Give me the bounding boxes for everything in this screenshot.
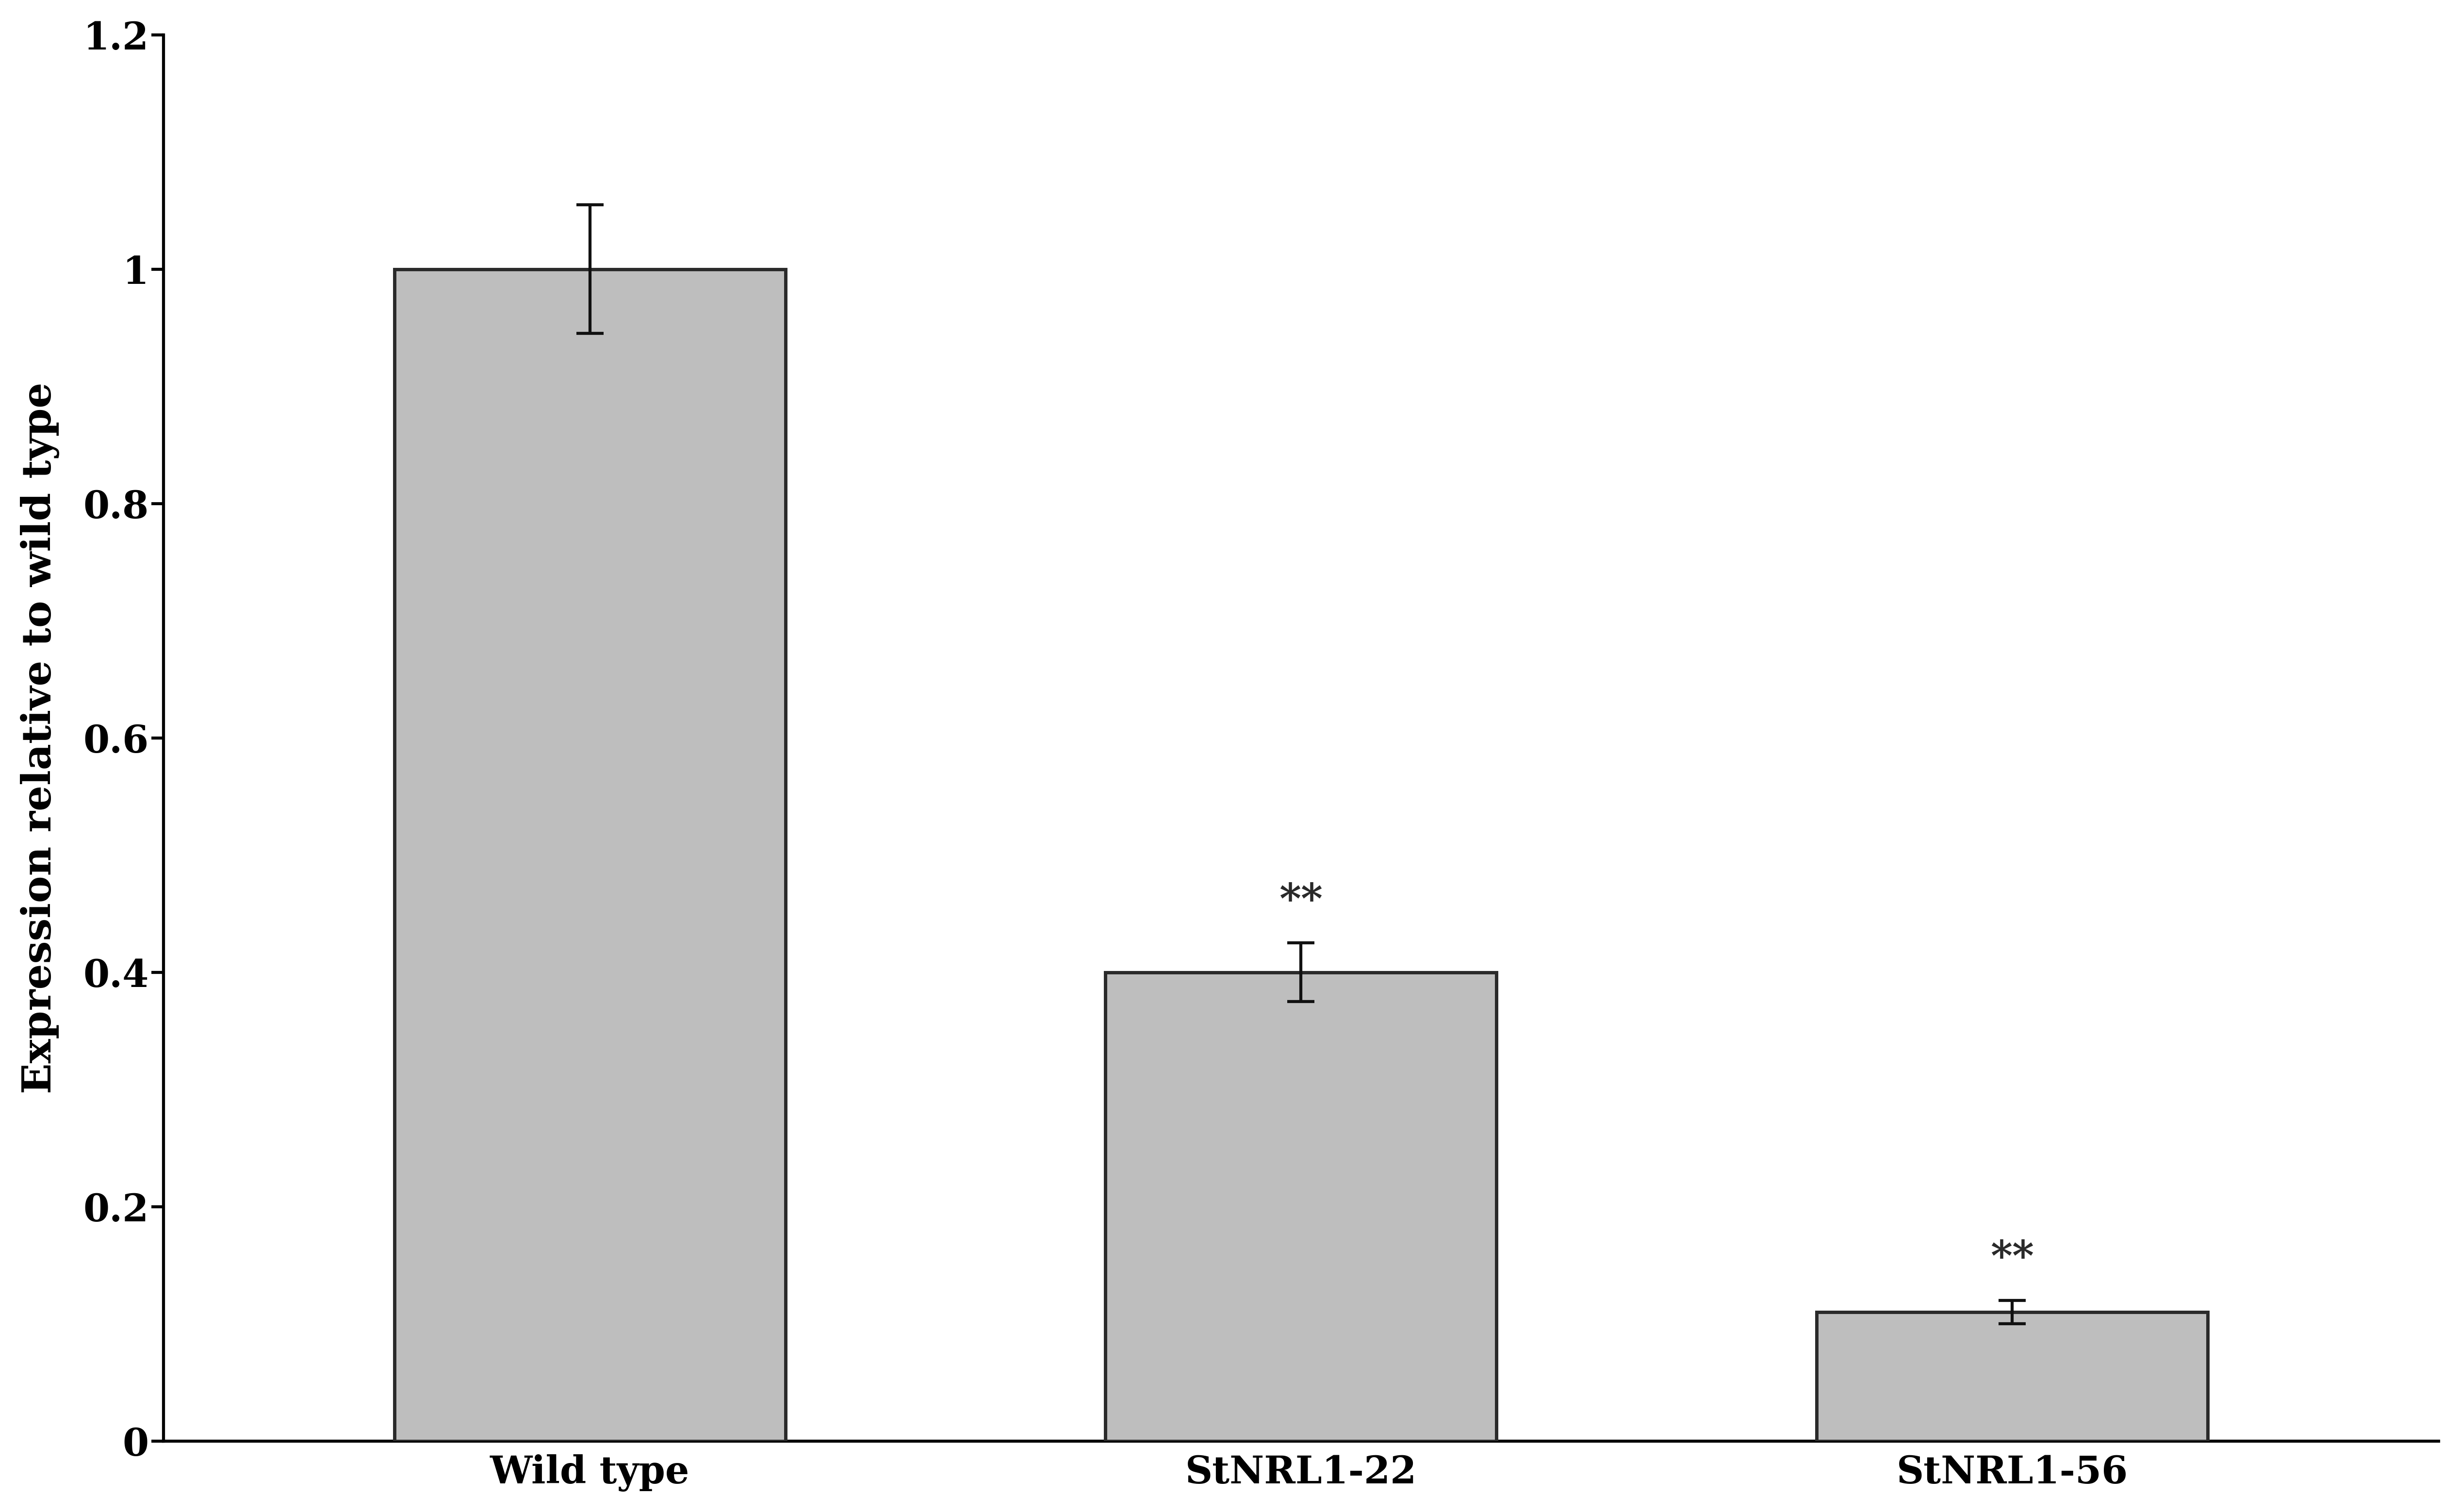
Text: **: **	[1279, 881, 1323, 922]
Bar	[1817, 1312, 2208, 1441]
Bar	[393, 269, 784, 1441]
Y-axis label: Expression relative to wild type: Expression relative to wild type	[20, 383, 59, 1093]
Bar	[1107, 972, 1498, 1441]
Text: **: **	[1989, 1238, 2034, 1279]
